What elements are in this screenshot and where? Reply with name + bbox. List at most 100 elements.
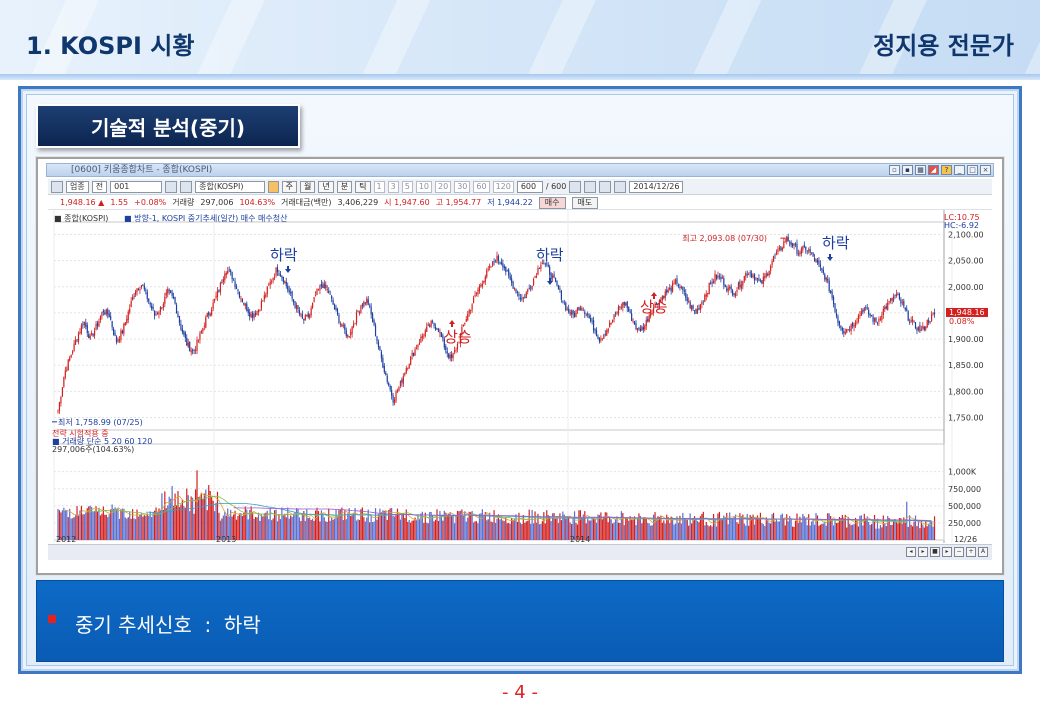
candle-body [740, 284, 742, 289]
candle-body [453, 350, 456, 352]
volume-bar [838, 517, 841, 540]
zoom-in-icon[interactable]: + [966, 547, 976, 557]
candle-body [118, 339, 121, 341]
candle-body [669, 287, 671, 290]
period-select[interactable]: 전 [91, 180, 108, 193]
candle-body [828, 280, 830, 292]
count-input[interactable]: 600 [516, 180, 543, 193]
tool-icon[interactable] [569, 180, 582, 193]
prev-icon[interactable]: ◂ [906, 547, 916, 557]
period-year-button[interactable]: 년 [318, 180, 334, 193]
volume-bar [405, 509, 407, 540]
volume-bar [328, 508, 330, 540]
candle-body [692, 305, 694, 309]
period-tick-button[interactable]: 틱 [355, 180, 371, 193]
minimize-icon[interactable]: _ [954, 165, 965, 175]
volume-bar [294, 512, 296, 540]
minute-20-button[interactable]: 20 [435, 180, 452, 193]
candle-body [385, 372, 387, 376]
sell-button[interactable]: 매도 [571, 196, 599, 209]
minute-10-button[interactable]: 10 [415, 180, 432, 193]
volume-bar [723, 515, 725, 540]
period-minute-button[interactable]: 분 [336, 180, 353, 193]
market-select[interactable]: 업종 [66, 180, 89, 193]
period-week-button[interactable]: 주 [281, 180, 298, 193]
candle-body [287, 285, 289, 290]
candle-body [377, 341, 380, 348]
current-price-marker [946, 307, 988, 317]
volume-bar [772, 512, 775, 540]
volume-bar [140, 513, 143, 540]
window-controls: ▫ ▪ ▦ ◢ ? _ □ × [889, 165, 991, 175]
candle-body [803, 244, 805, 247]
price-tick-label: 2,000.00 [948, 283, 984, 292]
minute-30-button[interactable]: 30 [454, 180, 471, 193]
candle-body [497, 256, 500, 261]
volume-bar [162, 509, 164, 540]
buy-button[interactable]: 매수 [538, 196, 566, 209]
stop-icon[interactable]: ■ [930, 547, 940, 557]
settings-icon[interactable] [614, 180, 627, 193]
restore-icon[interactable]: ▫ [889, 165, 900, 175]
minute-3-button[interactable]: 3 [387, 180, 399, 193]
candle-body [532, 279, 535, 286]
volume-bar [865, 518, 867, 540]
minute-1-button[interactable]: 1 [373, 180, 385, 193]
volume-bar [532, 523, 535, 540]
print-icon[interactable]: ▪ [902, 165, 913, 175]
period-month-button[interactable]: 월 [300, 180, 316, 193]
volume-bar [717, 513, 719, 540]
candle-body [113, 328, 115, 335]
code-input[interactable]: 001 [110, 180, 163, 193]
minute-5-button[interactable]: 5 [401, 180, 413, 193]
candle-body [670, 287, 672, 292]
candle-body [83, 321, 85, 325]
candle-body [875, 317, 877, 323]
volume-bar [468, 511, 470, 540]
minute-120-button[interactable]: 120 [492, 180, 514, 193]
candle-body [200, 331, 203, 334]
date-field[interactable]: 2014/12/26 [629, 180, 684, 193]
grid-icon[interactable]: ▦ [915, 165, 926, 175]
lock-icon[interactable] [51, 180, 63, 193]
link-icon[interactable] [584, 180, 597, 193]
daily-button[interactable] [268, 180, 279, 193]
volume-bar [161, 493, 163, 540]
candle-body [641, 326, 643, 331]
candle-body [314, 295, 317, 296]
save-icon[interactable] [599, 180, 612, 193]
candle-body [748, 273, 750, 275]
candle-body [300, 313, 302, 315]
maximize-icon[interactable]: □ [967, 165, 978, 175]
candle-body [437, 328, 440, 332]
zoom-out-icon[interactable]: − [954, 547, 964, 557]
volume-bar [553, 512, 555, 540]
help-icon[interactable]: ? [941, 165, 952, 175]
candle-body [399, 380, 402, 386]
price-chart[interactable]: 1,750.001,800.001,850.001,900.001,950.00… [48, 210, 994, 543]
candle-body [470, 310, 472, 312]
volume-bar [117, 508, 119, 540]
volume-bar [651, 525, 653, 540]
font-icon[interactable]: A [978, 547, 988, 557]
close-icon[interactable]: × [980, 165, 991, 175]
search-icon[interactable] [165, 180, 178, 193]
candle-body [480, 284, 482, 287]
candle-body [69, 357, 71, 361]
candle-body [153, 310, 156, 316]
volume-bar [493, 510, 495, 540]
minute-60-button[interactable]: 60 [473, 180, 490, 193]
nav-arrows-icon[interactable] [180, 180, 193, 193]
volume-bar [923, 527, 925, 540]
volume-tick-label: 750,000 [948, 485, 981, 494]
play-icon[interactable]: ▸ [918, 547, 928, 557]
candle-body [928, 320, 930, 323]
volume-bar [538, 524, 541, 540]
candle-body [325, 284, 327, 289]
volume-bar [430, 511, 432, 540]
candle-body [925, 326, 927, 330]
flag-icon[interactable]: ◢ [928, 165, 939, 175]
candle-body [205, 317, 207, 328]
volume-bar [474, 521, 476, 540]
next-icon[interactable]: ▸ [942, 547, 952, 557]
